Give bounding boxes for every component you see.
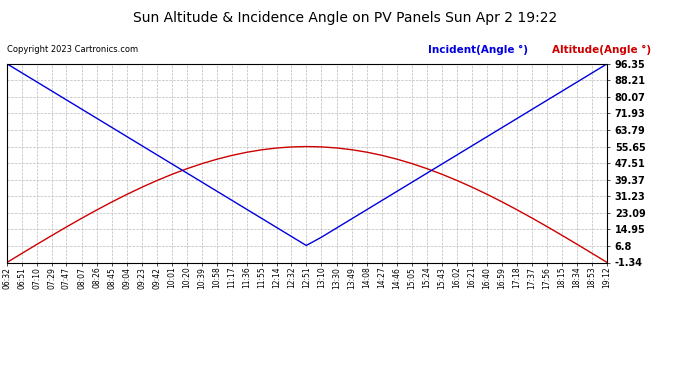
Text: Incident(Angle °): Incident(Angle °)	[428, 45, 528, 55]
Text: Sun Altitude & Incidence Angle on PV Panels Sun Apr 2 19:22: Sun Altitude & Incidence Angle on PV Pan…	[133, 11, 557, 25]
Text: Copyright 2023 Cartronics.com: Copyright 2023 Cartronics.com	[7, 45, 138, 54]
Text: Altitude(Angle °): Altitude(Angle °)	[552, 45, 651, 55]
